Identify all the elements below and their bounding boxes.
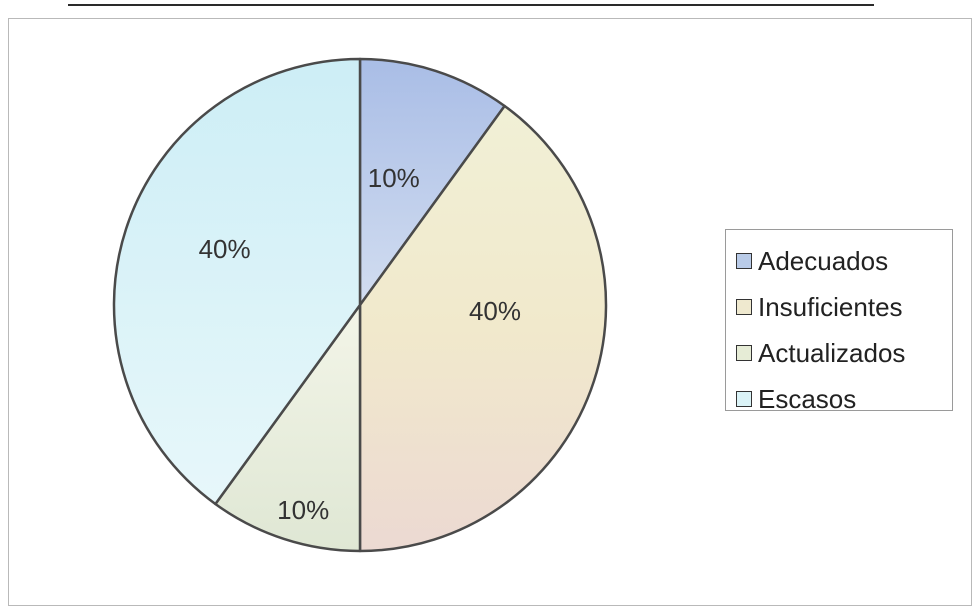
legend-item-adecuados: Adecuados: [736, 238, 952, 284]
header-rule: [68, 4, 874, 6]
slice-label-escasos: 40%: [199, 234, 251, 264]
chart-frame: 10% 40% 10% 40% Adecuados Insuficientes Act…: [8, 18, 972, 606]
pie-slice-escasos: [112, 57, 362, 506]
legend-label-adecuados: Adecuados: [758, 246, 889, 276]
pie-slice-actualizados: [214, 303, 362, 553]
pie-chart: 10% 40% 10% 40%: [112, 57, 608, 553]
legend-swatch-insuficientes: [736, 299, 752, 315]
legend-item-actualizados: Actualizados: [736, 330, 952, 376]
slice-label-insuficientes: 40%: [469, 296, 521, 326]
pie-slice-insuficientes: [358, 104, 608, 553]
pie-slice-adecuados: [358, 57, 506, 307]
legend-label-escasos: Escasos: [758, 384, 857, 414]
legend-item-insuficientes: Insuficientes: [736, 284, 952, 330]
legend-swatch-actualizados: [736, 345, 752, 361]
slice-label-adecuados: 10%: [368, 163, 420, 193]
legend-label-actualizados: Actualizados: [758, 338, 906, 368]
legend-item-escasos: Escasos: [736, 376, 952, 422]
chart-legend: Adecuados Insuficientes Actualizados Esc…: [725, 229, 953, 412]
slice-label-actualizados: 10%: [277, 495, 329, 525]
legend-swatch-adecuados: [736, 253, 752, 269]
legend-swatch-escasos: [736, 391, 752, 407]
legend-label-insuficientes: Insuficientes: [758, 292, 903, 322]
